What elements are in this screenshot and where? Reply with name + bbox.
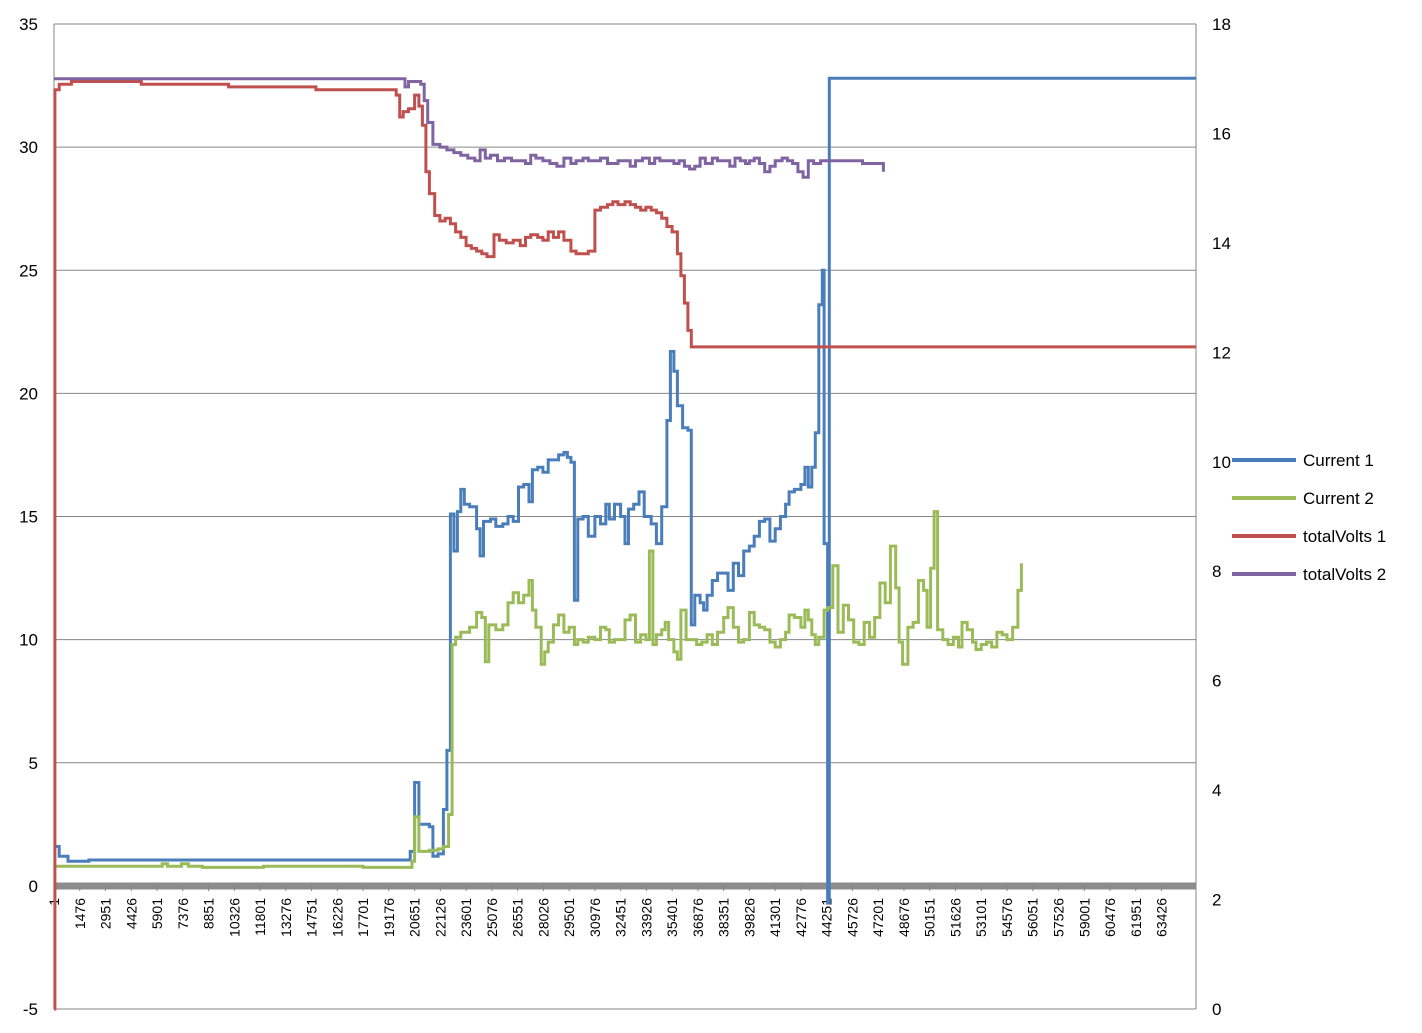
right-y-tick-label: 10 (1212, 453, 1231, 472)
left-y-tick-label: 35 (19, 15, 38, 34)
right-y-tick-label: 4 (1212, 781, 1221, 800)
x-tick-label: 28026 (535, 898, 551, 937)
left-y-tick-label: 30 (19, 138, 38, 157)
x-tick-label: 53101 (973, 898, 989, 937)
right-y-tick-label: 14 (1212, 234, 1231, 253)
x-tick-label: 38351 (716, 898, 732, 937)
x-tick-label: 7376 (175, 898, 191, 929)
x-tick-label: 60476 (1102, 898, 1118, 937)
x-tick-label: 20651 (407, 898, 423, 937)
x-tick-label: 17701 (355, 898, 371, 937)
x-tick-label: 10326 (226, 898, 242, 937)
left-y-tick-label: 25 (19, 261, 38, 280)
x-tick-label: 47201 (870, 898, 886, 937)
right-y-tick-label: 6 (1212, 672, 1221, 691)
x-tick-label: 1476 (72, 898, 88, 929)
x-tick-label: 42776 (793, 898, 809, 937)
series-line (54, 76, 1196, 905)
right-y-tick-label: 2 (1212, 891, 1221, 910)
left-y-tick-label: 20 (19, 384, 38, 403)
x-tick-label: 13276 (278, 898, 294, 937)
x-tick-label: 26551 (510, 898, 526, 937)
x-axis-tick-labels: 1 1476 2951 4426 5901 7376 8851 10326 11801 13276… (46, 886, 1170, 937)
x-tick-label: 16226 (329, 898, 345, 937)
left-y-axis-tick-labels: -5 0 5 10 15 20 25 30 35 (19, 15, 38, 1019)
x-tick-label: 14751 (304, 898, 320, 937)
left-y-tick-label: 15 (19, 508, 38, 527)
right-y-axis-tick-labels: 0 2 4 6 8 10 12 14 16 18 (1212, 15, 1231, 1019)
x-tick-label: 23601 (458, 898, 474, 937)
x-tick-label: 36876 (690, 898, 706, 937)
x-tick-label: 45726 (844, 898, 860, 937)
legend-label: Current 2 (1303, 489, 1374, 508)
left-y-tick-label: 5 (29, 754, 38, 773)
x-tick-label: 51626 (947, 898, 963, 937)
x-tick-label: 8851 (201, 898, 217, 929)
x-tick-label: 33926 (638, 898, 654, 937)
x-tick-label: 11801 (252, 898, 268, 936)
x-tick-label: 57526 (1051, 898, 1067, 937)
x-tick-label: 32451 (613, 898, 629, 937)
x-tick-label: 35401 (664, 898, 680, 937)
x-tick-label: 44251 (819, 898, 835, 937)
x-tick-label: 2951 (98, 898, 114, 929)
x-tick-label: 48676 (896, 898, 912, 937)
right-y-tick-label: 12 (1212, 343, 1231, 362)
x-tick-label: 5901 (149, 898, 165, 929)
x-tick-label: 63426 (1154, 898, 1170, 937)
x-tick-label: 50151 (922, 898, 938, 937)
x-tick-label: 56051 (1025, 898, 1041, 937)
left-y-tick-label: 0 (29, 877, 38, 896)
x-tick-label: 25076 (484, 898, 500, 937)
series-line (53, 80, 1196, 1011)
right-y-tick-label: 18 (1212, 15, 1231, 34)
x-tick-label: 30976 (587, 898, 603, 937)
right-y-tick-label: 16 (1212, 124, 1231, 143)
legend: Current 1 Current 2 totalVolts 1 totalVolts… (1232, 451, 1386, 584)
x-tick-label: 39826 (741, 898, 757, 937)
legend-label: Current 1 (1303, 451, 1374, 470)
x-tick-label: 19176 (381, 898, 397, 937)
x-tick-label: 22126 (432, 898, 448, 937)
right-y-tick-label: 8 (1212, 562, 1221, 581)
x-tick-label: 4426 (123, 898, 139, 929)
series-line (54, 77, 885, 179)
x-tick-label: 29501 (561, 898, 577, 937)
legend-label: totalVolts 1 (1303, 527, 1386, 546)
x-tick-label: 61951 (1128, 898, 1144, 937)
left-y-tick-label: 10 (19, 631, 38, 650)
legend-label: totalVolts 2 (1303, 565, 1386, 584)
series-line (54, 510, 1023, 869)
right-y-tick-label: 0 (1212, 1000, 1221, 1019)
series-lines (53, 76, 1196, 1011)
x-tick-label: 59001 (1076, 898, 1092, 937)
left-y-tick-label: -5 (23, 1000, 38, 1019)
x-tick-label: 41301 (767, 898, 783, 937)
x-tick-label: 54576 (999, 898, 1015, 937)
